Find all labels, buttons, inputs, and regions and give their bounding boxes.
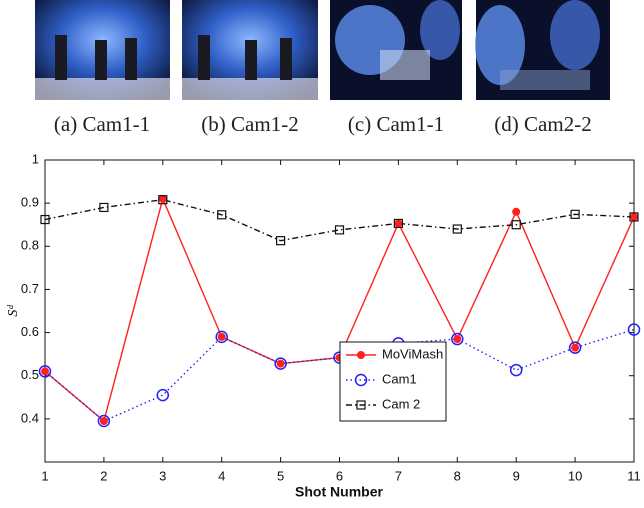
- marker: [38, 365, 52, 378]
- marker: [217, 210, 227, 220]
- legend-label: Cam1: [382, 371, 417, 386]
- x-tick-label: 9: [513, 468, 520, 483]
- marker: [452, 224, 462, 234]
- x-tick-label: 2: [100, 468, 107, 483]
- marker: [276, 359, 285, 368]
- x-tick-label: 11: [627, 468, 641, 483]
- y-tick-label: 0.8: [21, 238, 39, 253]
- x-tick-label: 8: [454, 468, 461, 483]
- marker: [99, 417, 108, 426]
- legend-label: MoViMash: [382, 346, 443, 361]
- caption: (b) Cam1-2: [201, 112, 298, 136]
- marker: [393, 218, 403, 229]
- caption: (c) Cam1-1: [348, 112, 444, 136]
- x-tick-label: 1: [41, 468, 48, 483]
- legend-label: Cam 2: [382, 396, 420, 411]
- marker: [627, 323, 641, 336]
- marker: [158, 194, 167, 203]
- marker: [629, 212, 639, 222]
- x-tick-label: 5: [277, 468, 284, 483]
- legend: MoViMash Cam1 Cam 2: [339, 341, 447, 422]
- marker: [509, 363, 523, 377]
- x-tick-label: 3: [159, 468, 166, 483]
- photo: [35, 0, 170, 100]
- x-tick-label: 10: [568, 468, 582, 483]
- legend-marker: [354, 373, 368, 387]
- x-tick-label: 4: [218, 468, 225, 483]
- legend-marker: [356, 400, 366, 410]
- marker: [215, 330, 228, 344]
- photo: [182, 0, 318, 100]
- marker: [630, 212, 638, 221]
- y-tick-label: 1: [32, 151, 39, 166]
- y-tick-label: 0.9: [21, 195, 39, 210]
- marker: [453, 335, 462, 344]
- x-tick-label: 6: [336, 468, 343, 483]
- marker: [99, 202, 109, 213]
- y-tick-label: 0.4: [21, 410, 39, 425]
- y-tick-label: 0.6: [21, 324, 39, 339]
- marker: [41, 367, 49, 376]
- y-axis-label: Sᵈ: [6, 305, 21, 317]
- marker: [334, 225, 345, 235]
- marker: [217, 332, 226, 341]
- y-tick-label: 0.7: [21, 281, 39, 296]
- marker: [394, 219, 403, 228]
- photo: [330, 0, 462, 100]
- x-axis-label: Shot Number: [295, 484, 383, 500]
- photos: [35, 0, 610, 100]
- marker: [158, 195, 168, 205]
- marker: [568, 341, 582, 354]
- photo: [475, 0, 610, 100]
- marker: [274, 357, 287, 370]
- marker: [156, 388, 170, 402]
- marker: [276, 236, 286, 246]
- caption: (a) Cam1-1: [54, 112, 150, 136]
- marker: [570, 209, 580, 219]
- marker: [571, 343, 580, 352]
- x-tick-label: 7: [395, 468, 402, 483]
- marker: [511, 220, 521, 230]
- y-tick-label: 0.5: [21, 367, 39, 382]
- series-line: [44, 198, 635, 242]
- marker: [97, 414, 111, 428]
- marker: [451, 332, 464, 346]
- caption: (d) Cam2-2: [494, 112, 591, 136]
- marker: [40, 214, 50, 225]
- marker: [512, 207, 521, 216]
- legend-marker: [357, 351, 365, 359]
